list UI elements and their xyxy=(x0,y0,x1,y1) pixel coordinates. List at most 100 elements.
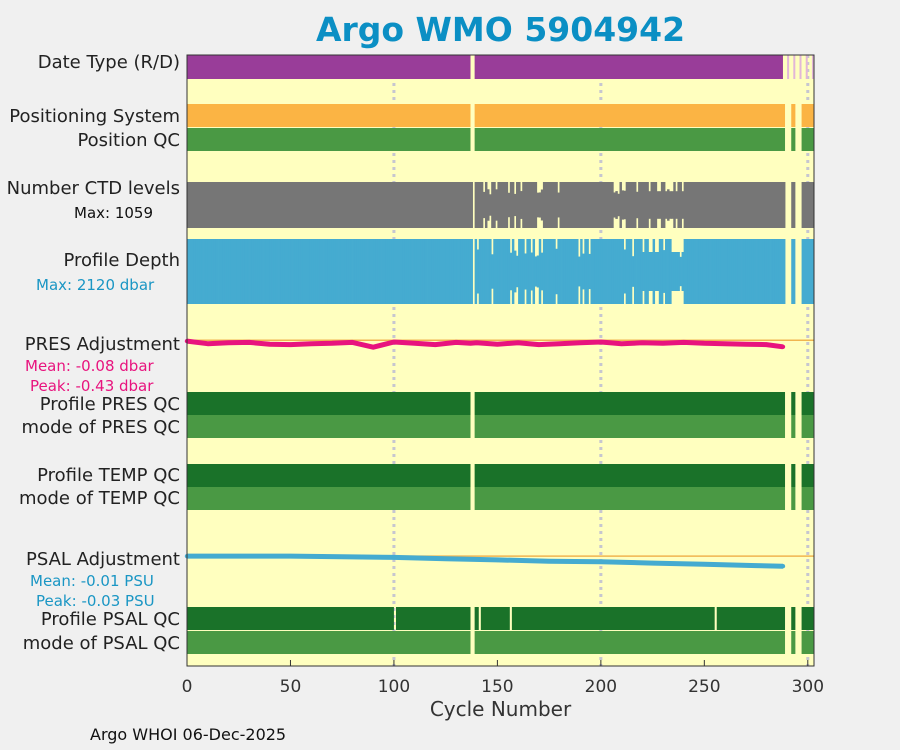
bar-profile-depth xyxy=(698,239,701,304)
bar-profile-depth xyxy=(642,252,645,291)
bar-mode-of-psal-qc xyxy=(791,631,796,654)
bar-number-ctd-levels xyxy=(187,182,190,228)
bar-profile-depth xyxy=(286,239,289,304)
data-point-pres-adjustment xyxy=(205,341,210,346)
bar-profile-depth xyxy=(296,239,300,304)
bar-number-ctd-levels xyxy=(675,191,678,219)
data-point-pres-adjustment xyxy=(391,339,397,345)
bar-profile-depth xyxy=(667,239,670,304)
bar-profile-depth xyxy=(600,239,604,304)
bar-profile-depth xyxy=(396,239,399,304)
bar-number-ctd-levels xyxy=(532,182,536,228)
bar-profile-depth xyxy=(451,239,455,304)
x-tick-label: 100 xyxy=(378,677,410,697)
row-stat-psal-adjustment: Mean: -0.01 PSU xyxy=(30,572,154,590)
bar-number-ctd-levels xyxy=(377,182,380,228)
bar-profile-depth xyxy=(536,255,540,288)
bar-number-ctd-levels xyxy=(749,182,753,228)
bar-profile-depth xyxy=(340,239,343,304)
bar-number-ctd-levels xyxy=(317,182,320,228)
bar-profile-psal-qc xyxy=(511,607,715,630)
bar-profile-depth xyxy=(484,239,488,304)
bar-profile-depth xyxy=(722,239,726,304)
bar-profile-depth xyxy=(193,239,196,304)
bar-number-ctd-levels xyxy=(617,193,620,217)
bar-number-ctd-levels xyxy=(559,182,562,228)
bar-number-ctd-levels xyxy=(437,182,440,228)
bar-profile-depth xyxy=(758,239,761,304)
bar-number-ctd-levels xyxy=(449,182,453,228)
bar-mode-of-temp-qc xyxy=(801,487,814,510)
bar-profile-depth xyxy=(478,239,482,304)
bar-profile-depth xyxy=(534,256,538,287)
bar-profile-psal-qc xyxy=(791,607,796,630)
bar-number-ctd-levels xyxy=(611,182,614,228)
bar-number-ctd-levels xyxy=(652,182,656,228)
row-stat-pres-adjustment: Peak: -0.43 dbar xyxy=(30,377,154,395)
bar-profile-depth xyxy=(503,239,507,304)
bar-number-ctd-levels xyxy=(733,182,736,228)
bar-profile-pres-qc xyxy=(791,392,796,415)
bar-profile-depth xyxy=(197,239,200,304)
bar-profile-psal-qc xyxy=(396,607,471,630)
bar-number-ctd-levels xyxy=(638,182,641,228)
bar-profile-depth xyxy=(408,239,411,304)
data-point-pres-adjustment xyxy=(557,341,562,346)
data-point-pres-adjustment xyxy=(681,340,686,345)
bar-number-ctd-levels xyxy=(491,182,494,228)
bar-number-ctd-levels xyxy=(710,182,714,228)
bar-profile-depth xyxy=(282,239,285,304)
bar-number-ctd-levels xyxy=(201,182,204,228)
bar-profile-depth xyxy=(704,239,707,304)
bar-number-ctd-levels xyxy=(458,182,461,228)
bar-number-ctd-levels xyxy=(646,182,649,228)
data-point-pres-adjustment xyxy=(308,341,314,346)
bar-profile-depth xyxy=(275,239,279,304)
bar-profile-depth xyxy=(228,239,231,304)
bar-number-ctd-levels xyxy=(507,192,511,218)
data-point-psal-adjustment xyxy=(650,560,655,566)
bar-profile-depth xyxy=(567,239,571,304)
data-point-pres-adjustment xyxy=(412,341,417,346)
data-point-pres-adjustment xyxy=(350,340,355,345)
bar-profile-depth xyxy=(685,239,689,304)
bar-profile-depth xyxy=(551,239,554,304)
bar-number-ctd-levels xyxy=(513,193,517,217)
bar-number-ctd-levels xyxy=(371,182,374,228)
bar-profile-depth xyxy=(362,239,366,304)
bar-number-ctd-levels xyxy=(656,191,660,219)
bar-number-ctd-levels xyxy=(381,182,384,228)
bar-number-ctd-levels xyxy=(687,182,691,228)
bar-profile-depth xyxy=(507,239,511,304)
bar-profile-depth xyxy=(712,239,716,304)
bar-profile-depth xyxy=(681,252,685,291)
bar-number-ctd-levels xyxy=(538,192,542,218)
bar-profile-depth xyxy=(406,239,409,304)
bar-number-ctd-levels xyxy=(768,182,771,228)
bar-number-ctd-levels xyxy=(642,182,645,228)
bar-number-ctd-levels xyxy=(418,182,422,228)
bar-number-ctd-levels xyxy=(547,182,550,228)
bar-number-ctd-levels xyxy=(460,182,463,228)
bar-mode-of-temp-qc xyxy=(187,487,471,510)
bar-mode-of-pres-qc xyxy=(791,415,796,438)
bar-number-ctd-levels xyxy=(195,182,198,228)
bar-number-ctd-levels xyxy=(503,182,507,228)
bar-profile-depth xyxy=(565,239,569,304)
bar-profile-depth xyxy=(325,239,329,304)
bar-profile-depth xyxy=(187,239,190,304)
bar-profile-depth xyxy=(416,239,420,304)
data-point-psal-adjustment xyxy=(753,563,759,568)
bar-profile-depth xyxy=(693,239,697,304)
bar-profile-depth xyxy=(288,239,291,304)
bar-profile-depth xyxy=(501,239,505,304)
data-point-pres-adjustment xyxy=(371,345,376,350)
bar-number-ctd-levels xyxy=(464,182,467,228)
bar-number-ctd-levels xyxy=(218,182,221,228)
bar-number-ctd-levels xyxy=(410,182,413,228)
bar-profile-depth xyxy=(669,239,672,304)
bar-positioning-system xyxy=(187,104,471,127)
bar-profile-temp-qc xyxy=(474,464,786,487)
bar-profile-depth xyxy=(613,239,616,304)
